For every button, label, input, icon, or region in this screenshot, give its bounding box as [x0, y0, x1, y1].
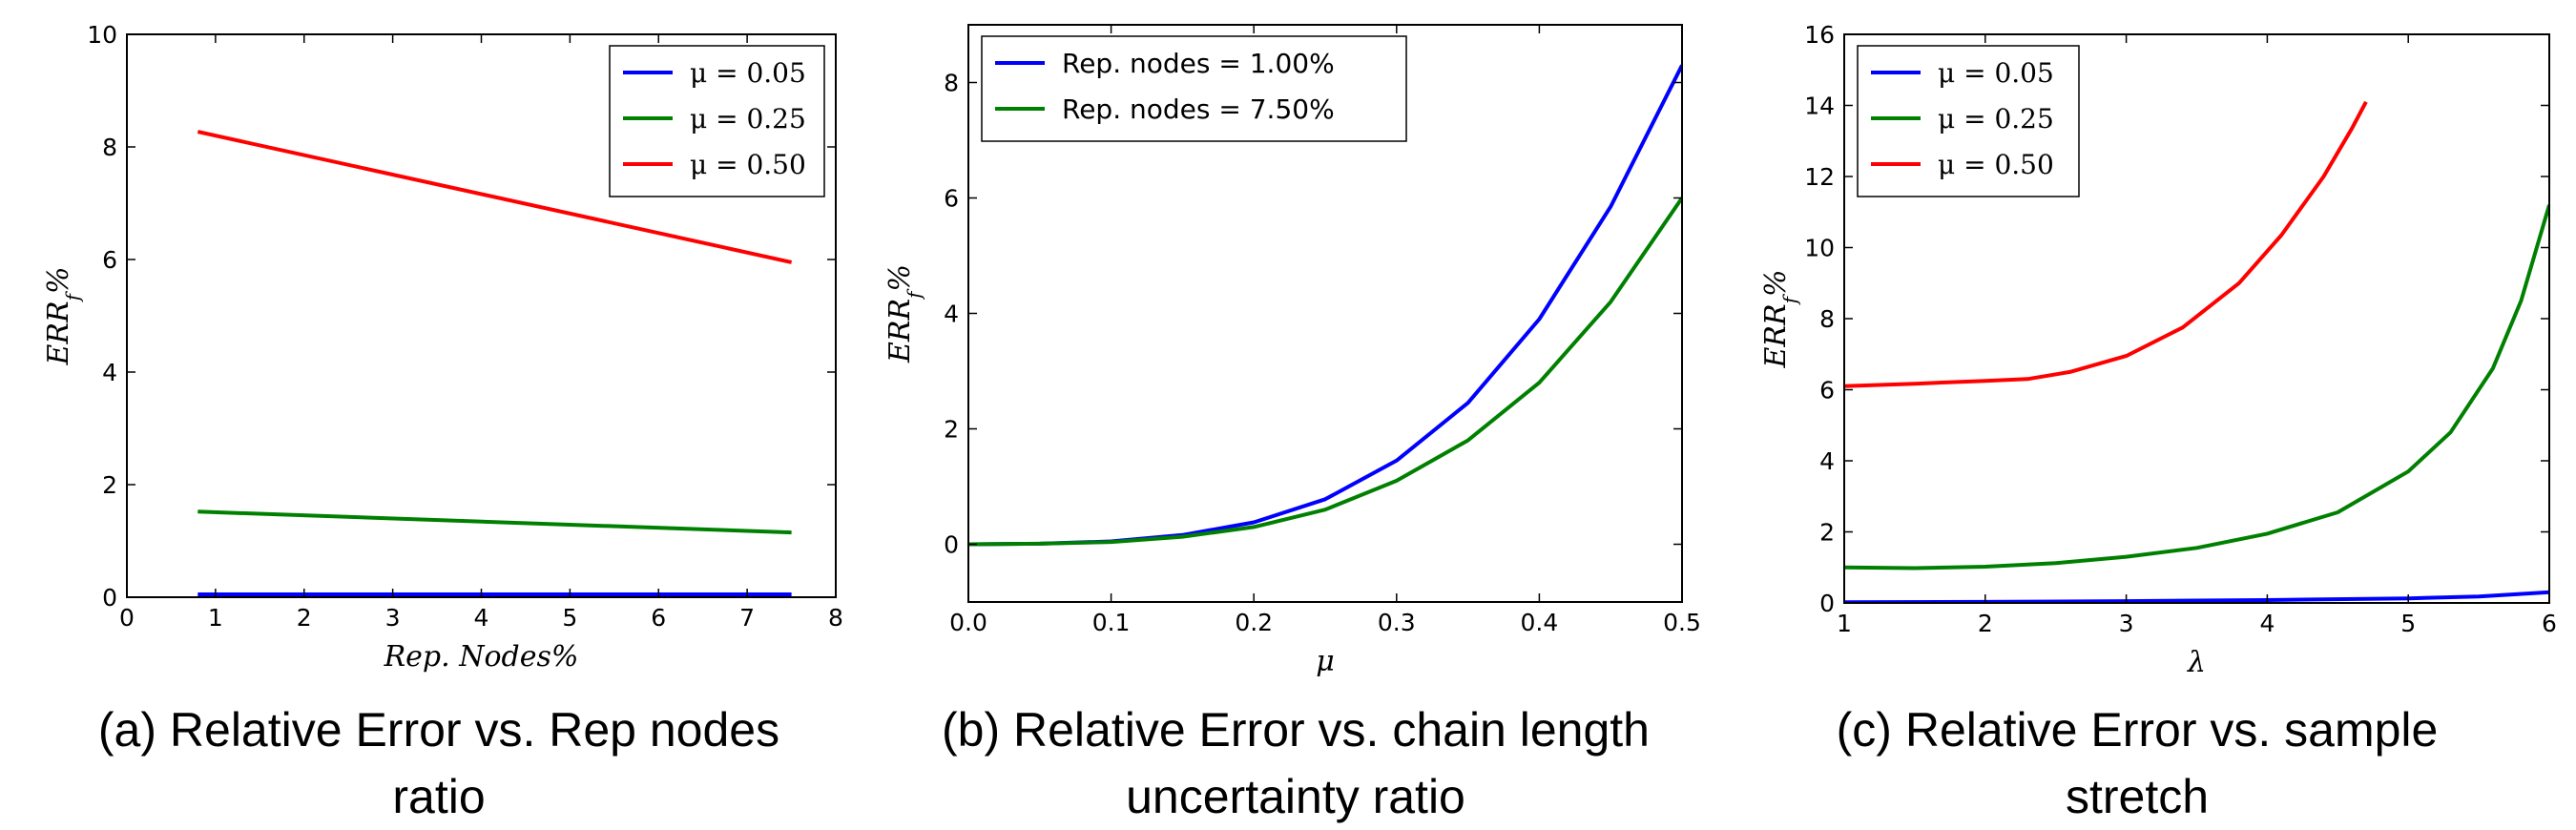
caption-a: (a) Relative Error vs. Rep nodes ratio	[97, 703, 780, 823]
y-tick-label: 2	[102, 471, 117, 499]
y-tick-label: 2	[944, 416, 959, 444]
y-axis-label: ERRf%	[883, 264, 925, 363]
chart-panel-0: 0 1 2 3 4 5 6 7 8 0 2 4 6 8 10 Rep. Nodes% ERRf% μ = 0.05…	[42, 21, 843, 674]
x-tick-label: 3	[385, 604, 401, 632]
y-tick-label: 8	[1819, 305, 1835, 333]
x-tick-label: 0.3	[1378, 609, 1416, 636]
y-tick-label: 6	[944, 185, 959, 213]
x-tick-label: 2	[1978, 610, 1993, 637]
x-axis-label: λ	[2187, 646, 2206, 679]
x-tick-label: 3	[2119, 610, 2134, 637]
y-tick-label: 4	[1819, 447, 1835, 475]
x-axis-label: Rep. Nodes%	[384, 640, 579, 674]
y-tick-label: 2	[1819, 519, 1835, 547]
series-line-1	[1844, 204, 2549, 571]
legend-box	[981, 35, 1407, 142]
y-tick-label: 8	[102, 134, 117, 161]
y-tick-label: 6	[102, 246, 117, 274]
y-tick-label: 10	[1804, 235, 1835, 262]
x-tick-label: 0.1	[1092, 609, 1131, 636]
y-tick-label: 6	[1819, 377, 1835, 405]
y-tick-label: 0	[1819, 590, 1835, 617]
x-tick-label: 0.4	[1521, 609, 1559, 636]
y-tick-label: 10	[87, 21, 117, 49]
y-axis-label: ERRf%	[1759, 270, 1801, 369]
legend-label: μ = 0.50	[690, 149, 806, 180]
series-line-0	[1844, 590, 2549, 603]
x-tick-label: 0.5	[1663, 609, 1701, 636]
legend-label: μ = 0.05	[690, 57, 806, 89]
series-line-1	[968, 197, 1682, 547]
series-line-1	[197, 509, 792, 535]
y-tick-label: 8	[944, 70, 959, 97]
x-tick-label: 0.2	[1235, 609, 1273, 636]
legend-label: Rep. nodes = 1.00%	[1062, 48, 1335, 79]
y-tick-label: 12	[1804, 163, 1835, 191]
x-tick-label: 7	[739, 604, 755, 632]
y-tick-label: 0	[102, 584, 117, 612]
series-line-2	[1844, 100, 2368, 388]
legend-label: μ = 0.05	[1938, 57, 2054, 89]
x-tick-label: 8	[828, 604, 843, 632]
x-tick-label: 5	[2400, 610, 2416, 637]
y-tick-label: 16	[1804, 21, 1835, 49]
legend: Rep. nodes = 1.00% Rep. nodes = 7.50%	[981, 35, 1407, 142]
x-tick-label: 4	[2259, 610, 2275, 637]
legend: μ = 0.05 μ = 0.25 μ = 0.50	[609, 45, 825, 197]
legend: μ = 0.05 μ = 0.25 μ = 0.50	[1857, 45, 2080, 197]
legend-label: μ = 0.25	[690, 103, 806, 135]
y-tick-label: 4	[944, 301, 959, 328]
x-tick-label: 0	[119, 604, 135, 632]
legend-label: μ = 0.25	[1938, 103, 2054, 135]
legend-label: μ = 0.50	[1938, 149, 2054, 180]
y-tick-label: 0	[944, 531, 959, 559]
caption-b: (b) Relative Error vs. chain length unce…	[942, 703, 1650, 823]
x-tick-label: 6	[651, 604, 666, 632]
caption-c: (c) Relative Error vs. sample stretch	[1836, 703, 2439, 823]
x-tick-label: 5	[562, 604, 577, 632]
x-tick-label: 4	[474, 604, 489, 632]
x-tick-label: 1	[1837, 610, 1852, 637]
x-tick-label: 1	[208, 604, 223, 632]
chart-panel-1: 0.0 0.1 0.2 0.3 0.4 0.5 0 2 4 6 8 μ ERRf% Rep. nodes …	[883, 24, 1701, 678]
y-tick-label: 4	[102, 359, 117, 386]
x-axis-label: μ	[1316, 645, 1335, 678]
x-tick-label: 0.0	[949, 609, 987, 636]
x-tick-label: 6	[2542, 610, 2557, 637]
series-line-2	[197, 130, 793, 264]
x-tick-label: 2	[297, 604, 312, 632]
legend-label: Rep. nodes = 7.50%	[1062, 93, 1335, 125]
y-axis-label: ERRf%	[42, 267, 84, 366]
y-tick-label: 14	[1804, 93, 1835, 120]
